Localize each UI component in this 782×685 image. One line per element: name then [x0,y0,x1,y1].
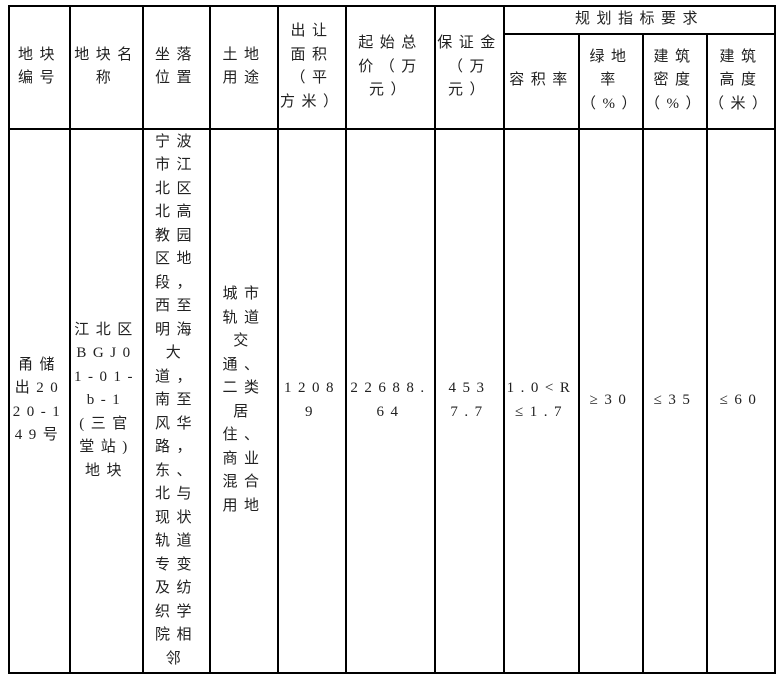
cell-land-use: 城市轨道交通、二类居住、商业混合用地 [209,127,279,674]
header-parcel-no: 地块编号 [8,5,71,130]
cell-transfer-area: 12089 [277,127,347,674]
table-body: 甬储出2020-149号 江北区BGJ01-01-b-1(三官堂站)地块 宁波市… [8,127,777,674]
cell-floor-area-ratio: 1.0<R≤1.7 [503,127,580,674]
header-row-sub: 容积率 绿地率（%） 建筑密度（%） 建筑高度（米） [9,32,777,130]
header-location: 坐落位置 [142,5,211,130]
cell-building-height: ≤60 [705,127,777,674]
header-plan-requirements-group: 规划指标要求 [502,5,777,35]
header-transfer-area: 出让面积（平方米） [277,5,347,130]
cell-location: 宁波市江北区北高教园区地段，西至明海大道，南至风华路，东、北与现状轨道专变及纺织… [142,127,211,674]
cell-green-rate: ≥30 [578,127,644,674]
header-green-rate: 绿地率（%） [578,32,644,130]
header-floor-area-ratio: 容积率 [503,32,580,130]
header-deposit: 保证金（万元） [434,5,505,130]
header-starting-price: 起始总价（万元） [345,5,436,130]
cell-parcel-no: 甬储出2020-149号 [8,127,71,674]
cell-starting-price: 22688.64 [345,127,436,674]
cell-parcel-name: 江北区BGJ01-01-b-1(三官堂站)地块 [69,127,144,674]
table-row: 甬储出2020-149号 江北区BGJ01-01-b-1(三官堂站)地块 宁波市… [8,127,777,674]
land-parcel-table: 地块编号 地块名称 坐落位置 土地用途 出让面积（平方米） 起始总价（万元） 保… [8,5,777,674]
header-parcel-name: 地块名称 [69,5,144,130]
table-header: 地块编号 地块名称 坐落位置 土地用途 出让面积（平方米） 起始总价（万元） 保… [8,5,777,130]
header-building-height: 建筑高度（米） [705,32,777,130]
header-land-use: 土地用途 [209,5,279,130]
header-building-density: 建筑密度（%） [642,32,708,130]
cell-deposit: 4537.7 [434,127,505,674]
header-row-top: 地块编号 地块名称 坐落位置 土地用途 出让面积（平方米） 起始总价（万元） 保… [8,5,777,130]
cell-building-density: ≤35 [642,127,708,674]
